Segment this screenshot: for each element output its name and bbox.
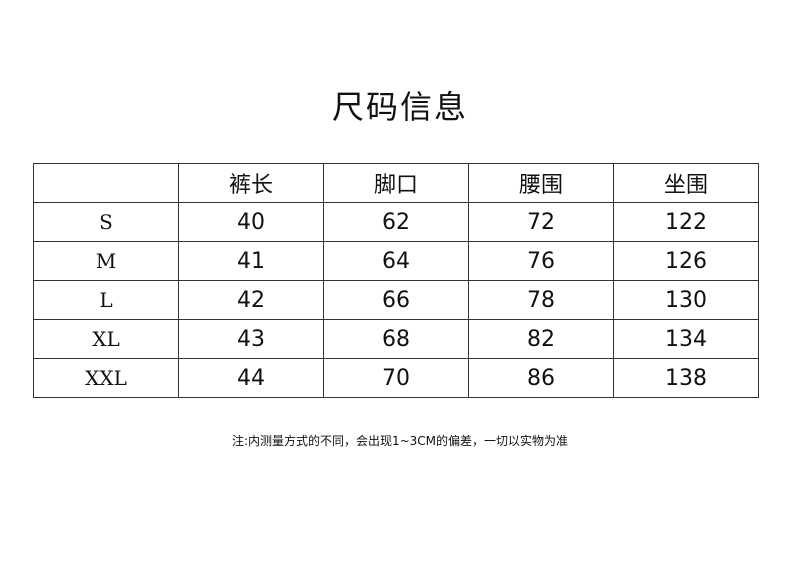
table-cell: 68 <box>323 319 469 359</box>
table-row: XXL 44 70 86 138 <box>33 358 759 398</box>
column-header <box>33 163 179 203</box>
table-cell: 44 <box>178 358 324 398</box>
column-header: 腰围 <box>468 163 614 203</box>
column-header: 坐围 <box>613 163 759 203</box>
table-cell: 66 <box>323 280 469 320</box>
table-cell: 62 <box>323 202 469 242</box>
table-cell: 78 <box>468 280 614 320</box>
table-cell: 82 <box>468 319 614 359</box>
table-cell: 43 <box>178 319 324 359</box>
size-label: M <box>33 241 179 281</box>
table-cell: 64 <box>323 241 469 281</box>
table-row: XL 43 68 82 134 <box>33 319 759 359</box>
table-cell: 138 <box>613 358 759 398</box>
column-header: 裤长 <box>178 163 324 203</box>
table-cell: 76 <box>468 241 614 281</box>
table-cell: 130 <box>613 280 759 320</box>
size-label: XL <box>33 319 179 359</box>
header-row: 裤长 脚口 腰围 坐围 <box>33 163 759 203</box>
table-row: S 40 62 72 122 <box>33 202 759 242</box>
table-cell: 70 <box>323 358 469 398</box>
table-cell: 122 <box>613 202 759 242</box>
size-table: 裤长 脚口 腰围 坐围 S 40 62 72 122 M 41 64 76 126 L 42 66 78 130 XL… <box>33 163 759 398</box>
size-label: L <box>33 280 179 320</box>
table-cell: 41 <box>178 241 324 281</box>
column-header: 脚口 <box>323 163 469 203</box>
table-cell: 126 <box>613 241 759 281</box>
page-title: 尺码信息 <box>331 88 468 126</box>
table-cell: 86 <box>468 358 614 398</box>
table-cell: 134 <box>613 319 759 359</box>
table-cell: 40 <box>178 202 324 242</box>
size-label: S <box>33 202 179 242</box>
table-row: L 42 66 78 130 <box>33 280 759 320</box>
table-cell: 42 <box>178 280 324 320</box>
table-row: M 41 64 76 126 <box>33 241 759 281</box>
measurement-note: 注:内测量方式的不同，会出现1~3CM的偏差，一切以实物为准 <box>231 434 569 448</box>
size-label: XXL <box>33 358 179 398</box>
table-cell: 72 <box>468 202 614 242</box>
